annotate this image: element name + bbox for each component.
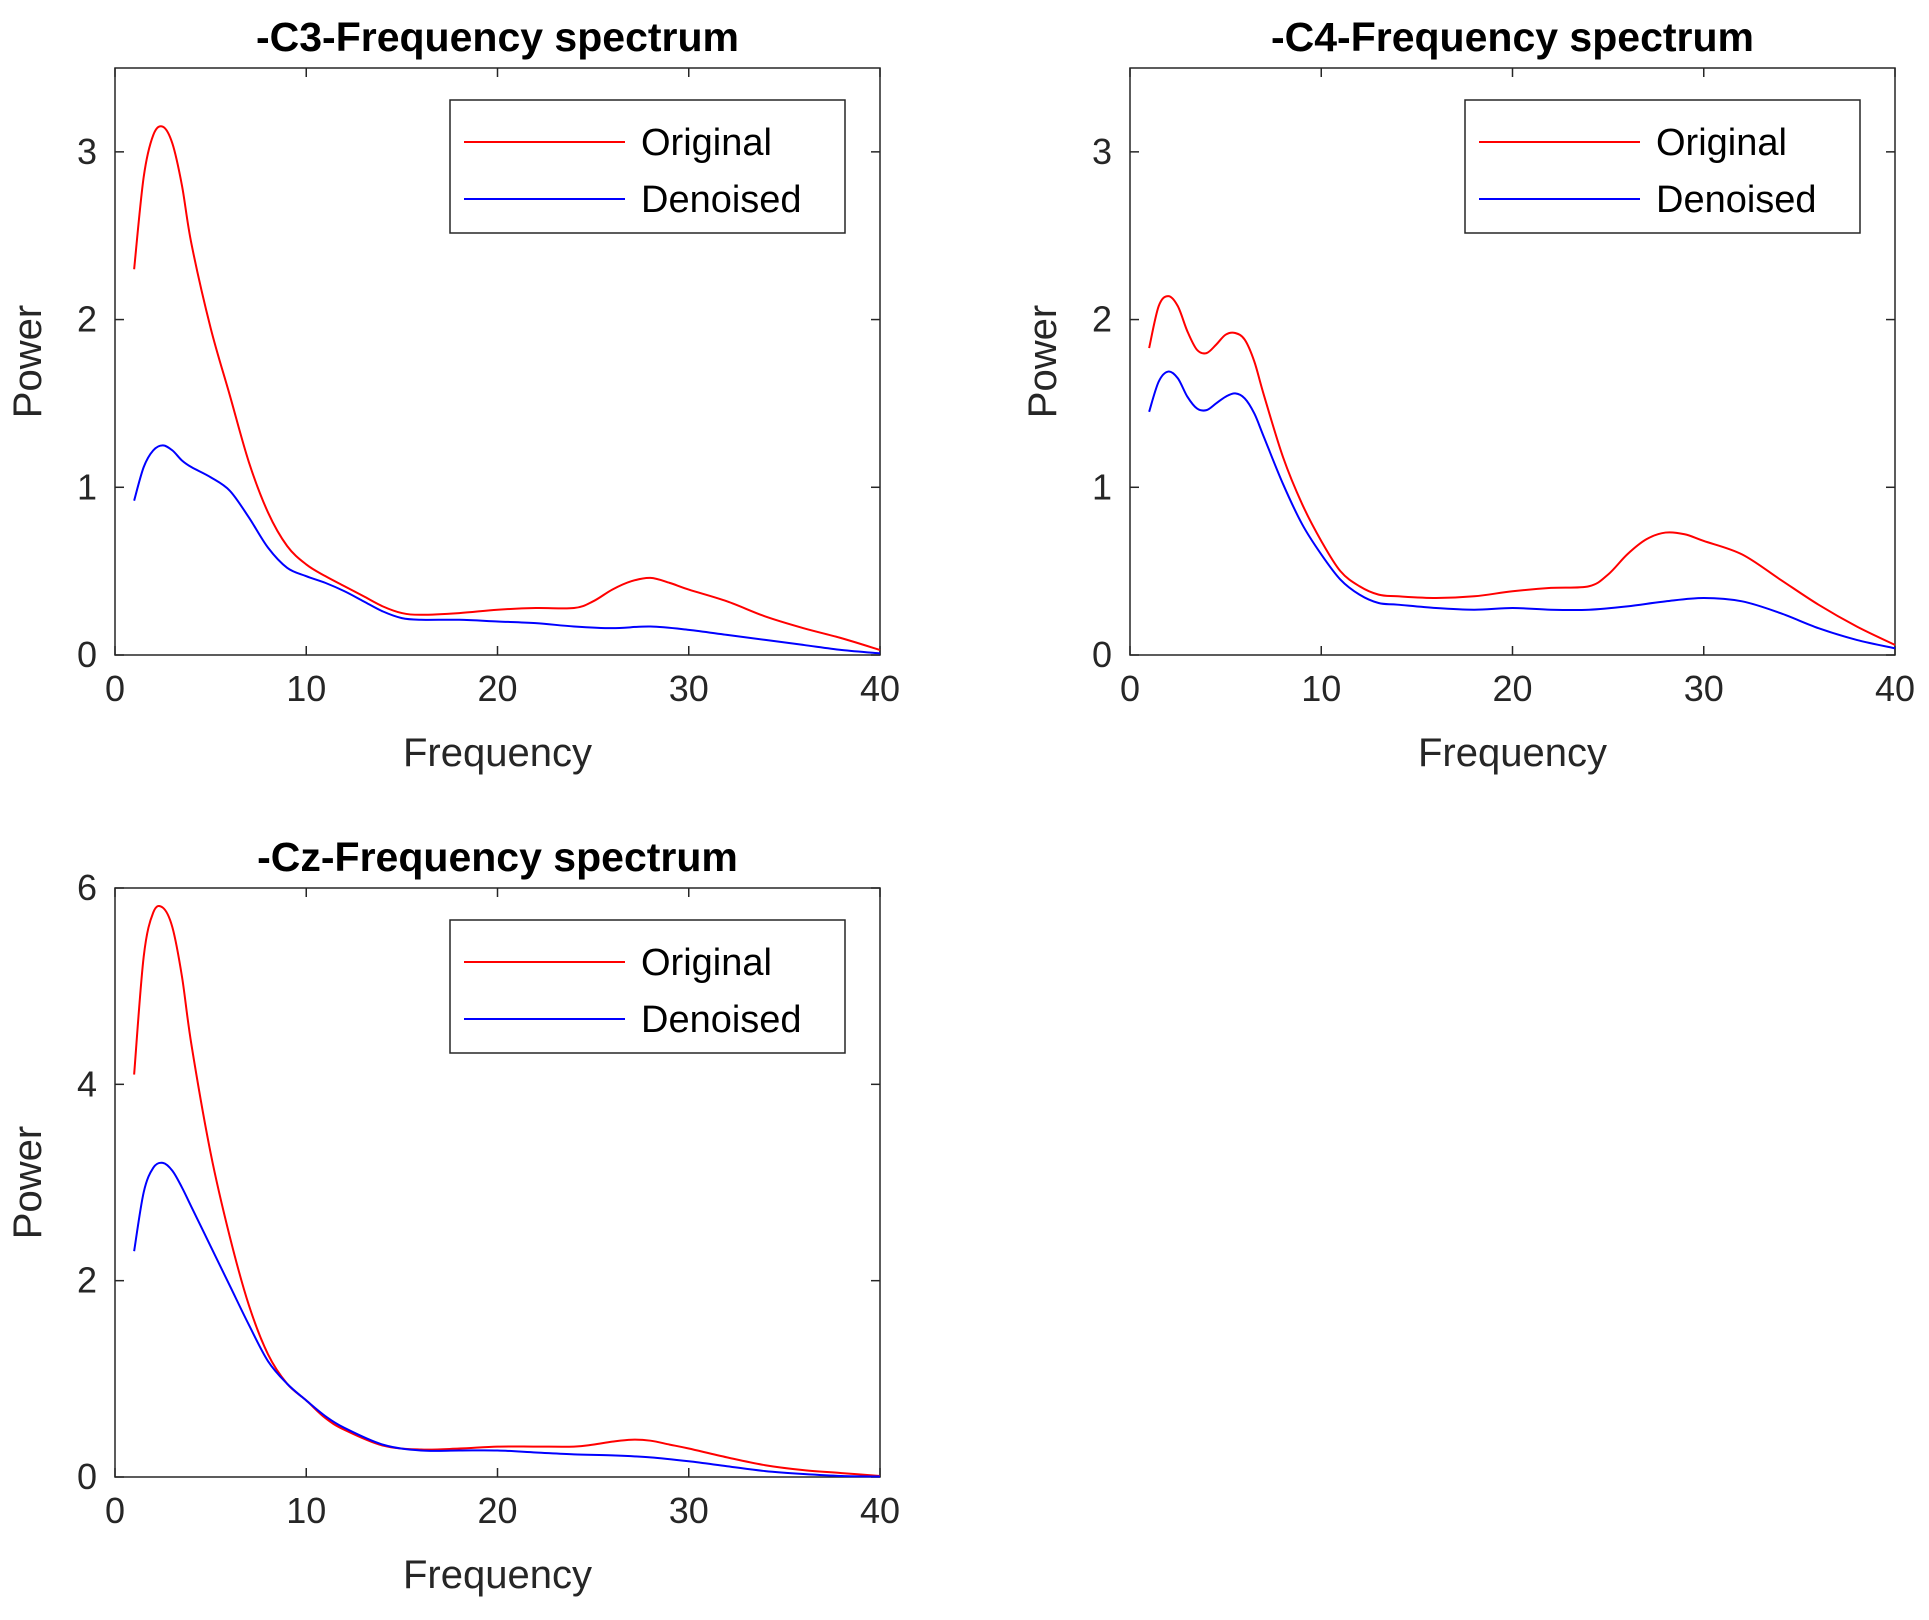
x-tick-label: 0 — [105, 668, 125, 709]
y-axis-label: Power — [6, 1126, 50, 1239]
x-axis-label: Frequency — [403, 731, 592, 775]
x-tick-label: 0 — [1120, 668, 1140, 709]
series-line-original — [1148, 295, 1896, 646]
x-tick-label: 30 — [669, 1490, 709, 1531]
y-tick-label: 1 — [77, 466, 97, 507]
legend-label-denoised: Denoised — [641, 999, 802, 1041]
legend — [1464, 99, 1861, 234]
x-tick-label: 30 — [669, 668, 709, 709]
x-tick-label: 40 — [1875, 668, 1915, 709]
y-axis-label: Power — [6, 305, 50, 418]
y-tick-label: 2 — [77, 1260, 97, 1301]
series-line-original — [133, 125, 881, 651]
x-tick-label: 20 — [477, 1490, 517, 1531]
chart-title: -C3-Frequency spectrum — [256, 14, 739, 60]
chart-panel-2: 0 10 20 30 40 0 1 2 3 -C4-Frequency spectrum Frequ… — [1021, 14, 1915, 775]
y-tick-label: 4 — [77, 1063, 97, 1104]
chart-title: -Cz-Frequency spectrum — [257, 834, 738, 880]
series-line-denoised — [1148, 370, 1896, 650]
y-tick-label: 3 — [77, 131, 97, 172]
x-tick-label: 40 — [860, 668, 900, 709]
x-axis-label: Frequency — [1418, 731, 1607, 775]
y-tick-label: 0 — [77, 634, 97, 675]
x-tick-label: 20 — [477, 668, 517, 709]
legend-label-original: Original — [1656, 122, 1787, 164]
chart-panel-1: 0 10 20 30 40 0 1 2 3 -C3-Frequency spectrum Frequ… — [6, 14, 900, 775]
legend — [449, 99, 846, 234]
y-tick-label: 0 — [1092, 634, 1112, 675]
x-tick-label: 20 — [1492, 668, 1532, 709]
x-tick-label: 0 — [105, 1490, 125, 1531]
series-line-denoised — [133, 444, 881, 655]
legend — [449, 919, 846, 1054]
y-axis-label: Power — [1021, 305, 1065, 418]
chart-title: -C4-Frequency spectrum — [1271, 14, 1754, 60]
y-tick-label: 6 — [77, 867, 97, 908]
x-tick-label: 30 — [1684, 668, 1724, 709]
y-tick-label: 1 — [1092, 466, 1112, 507]
y-tick-label: 2 — [1092, 299, 1112, 340]
y-tick-label: 3 — [1092, 131, 1112, 172]
x-tick-label: 10 — [286, 668, 326, 709]
x-tick-label: 40 — [860, 1490, 900, 1531]
legend-label-denoised: Denoised — [641, 179, 802, 221]
chart-panel-3: 0 10 20 30 40 0 2 4 6 -Cz-Frequency spectrum Frequ… — [6, 834, 900, 1597]
y-tick-label: 0 — [77, 1456, 97, 1497]
series-line-denoised — [133, 1161, 881, 1478]
legend-label-original: Original — [641, 942, 772, 984]
x-axis-label: Frequency — [403, 1553, 592, 1597]
x-tick-label: 10 — [1301, 668, 1341, 709]
x-tick-label: 10 — [286, 1490, 326, 1531]
legend-label-denoised: Denoised — [1656, 179, 1817, 221]
y-tick-label: 2 — [77, 299, 97, 340]
legend-label-original: Original — [641, 122, 772, 164]
